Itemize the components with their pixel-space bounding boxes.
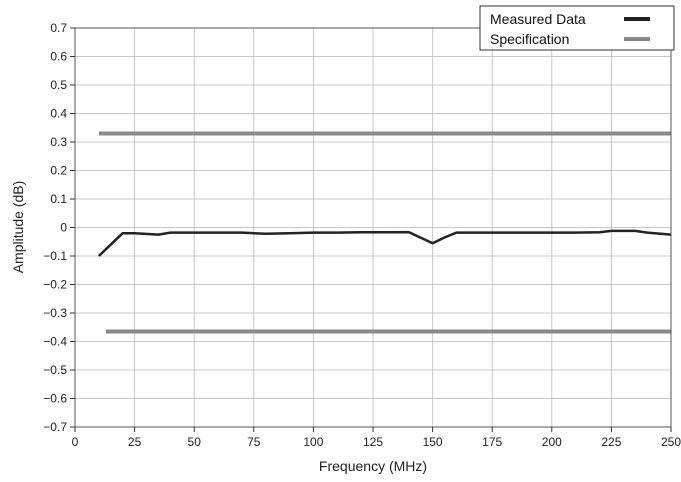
x-axis-ticks: 0 25 50 75 100 125 150 175 200 225 250 [72,427,681,449]
x-tick-label: 50 [188,435,202,449]
y-tick-label: −0.7 [43,420,67,434]
y-tick-label: 0.4 [50,107,67,121]
y-tick-label: 0.2 [50,164,67,178]
legend-label-measured: Measured Data [490,11,586,27]
y-tick-label: −0.3 [43,306,67,320]
y-tick-label: −0.1 [43,249,67,263]
y-tick-label: 0 [60,221,67,235]
y-tick-label: −0.4 [43,335,67,349]
y-axis-ticks: 0.7 0.6 0.5 0.4 0.3 0.2 0.1 0 −0.1 −0.2 −0.3 −0.4 −0… [43,21,75,434]
x-tick-label: 125 [363,435,383,449]
x-tick-label: 225 [601,435,621,449]
measured-data-line [97,229,672,257]
x-tick-label: 175 [482,435,502,449]
y-tick-label: 0.5 [50,78,67,92]
x-tick-label: 25 [128,435,142,449]
y-tick-label: 0.7 [50,21,67,35]
y-axis-label: Amplitude (dB) [10,181,26,274]
measured-data-series [97,229,672,257]
y-tick-label: 0.6 [50,50,67,64]
y-tick-label: 0.3 [50,135,67,149]
specification-lines [98,131,671,334]
x-tick-label: 150 [423,435,443,449]
x-tick-label: 100 [303,435,323,449]
y-tick-label: −0.2 [43,278,67,292]
legend-label-specification: Specification [490,31,569,47]
legend: Measured Data Specification [479,5,675,51]
x-axis-label: Frequency (MHz) [319,458,427,474]
x-tick-label: 200 [542,435,562,449]
y-tick-label: 0.1 [50,192,67,206]
x-tick-label: 75 [247,435,261,449]
y-tick-label: −0.6 [43,392,67,406]
y-tick-label: −0.5 [43,363,67,377]
legend-box [479,5,675,51]
x-tick-label: 250 [661,435,681,449]
x-tick-label: 0 [72,435,79,449]
